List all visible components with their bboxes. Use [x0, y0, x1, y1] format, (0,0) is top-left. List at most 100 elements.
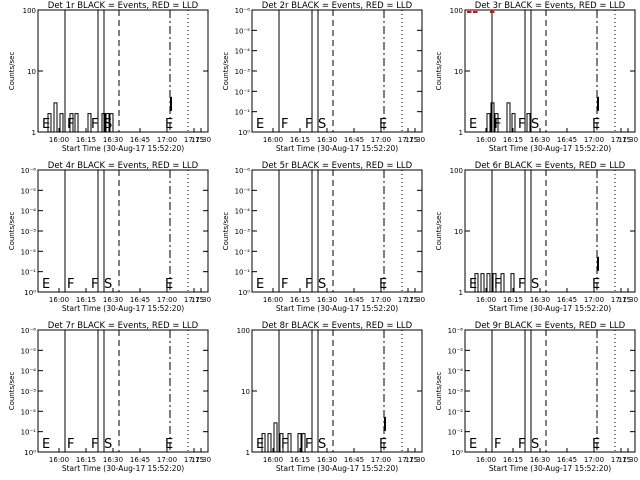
plot-frame	[251, 9, 423, 133]
y-tick-label: 10⁻²	[21, 408, 37, 416]
plot-frame	[464, 329, 636, 453]
y-tick-label: 10⁻⁵	[448, 347, 464, 355]
y-tick-label: 1	[459, 289, 463, 297]
y-tick-label: 10	[241, 388, 250, 396]
event-letter-s: S	[531, 117, 539, 132]
x-tick-label: 17:00	[157, 136, 177, 144]
event-letter-f: F	[67, 277, 74, 292]
y-tick-label: 10⁻⁴	[235, 48, 251, 56]
y-tick-label: 10⁻⁶	[21, 167, 37, 175]
x-tick-label: 17:30	[405, 456, 425, 464]
x-tick-label: 16:00	[263, 456, 283, 464]
y-tick-label: 100	[237, 327, 250, 335]
y-axis-label: Counts/sec	[8, 212, 16, 251]
y-tick-label: 10⁰	[238, 129, 250, 137]
events-trace	[486, 102, 531, 132]
y-axis-label: Counts/sec	[8, 52, 16, 91]
x-tick-label: 17:15	[398, 456, 418, 464]
event-letter-e: E	[379, 117, 387, 132]
y-tick-label: 10⁰	[24, 449, 36, 457]
x-tick-label: 16:15	[76, 456, 96, 464]
y-tick-label: 10⁻⁴	[448, 368, 464, 376]
x-tick-label: 16:00	[476, 456, 496, 464]
y-tick-label: 10⁻²	[235, 88, 251, 96]
x-tick-label: 16:30	[103, 296, 123, 304]
y-tick-label: 10⁻⁵	[21, 187, 37, 195]
chart-title: Det 3r BLACK = Events, RED = LLD	[475, 1, 626, 11]
x-tick-label: 17:30	[618, 296, 638, 304]
y-axis-label: Counts/sec	[435, 212, 443, 251]
y-axis-label: Counts/sec	[8, 372, 16, 411]
x-tick-label: 17:00	[157, 456, 177, 464]
x-tick-label: 17:30	[191, 456, 211, 464]
chart-title: Det 7r BLACK = Events, RED = LLD	[48, 321, 199, 331]
x-tick-label: 16:45	[557, 136, 577, 144]
y-axis-label: Counts/sec	[222, 52, 230, 91]
event-letter-f: F	[518, 437, 525, 452]
x-tick-label: 17:00	[584, 136, 604, 144]
event-letter-f: F	[281, 277, 288, 292]
y-tick-label: 10⁻⁴	[21, 208, 37, 216]
x-tick-label: 16:45	[130, 296, 150, 304]
y-tick-label: 10⁻⁶	[235, 167, 251, 175]
y-tick-label: 10⁻⁴	[21, 368, 37, 376]
x-tick-label: 17:15	[184, 136, 204, 144]
x-tick-label: 17:00	[157, 296, 177, 304]
event-letter-e: E	[592, 437, 600, 452]
event-letter-f: F	[518, 117, 525, 132]
x-tick-label: 16:30	[530, 136, 550, 144]
y-tick-label: 10⁰	[238, 289, 250, 297]
event-letter-e: E	[42, 117, 50, 132]
events-trace	[261, 422, 306, 452]
x-tick-label: 16:00	[49, 456, 69, 464]
y-tick-label: 10⁻³	[235, 228, 251, 236]
panel-det-1: Det 1r BLACK = Events, RED = LLD 1 10 100 Co…	[8, 1, 211, 153]
y-axis-label: Counts/sec	[222, 212, 230, 251]
x-axis-label: Start Time (30-Aug-17 15:52:20)	[62, 304, 184, 313]
y-tick-label: 10⁻⁶	[448, 327, 464, 335]
x-axis-label: Start Time (30-Aug-17 15:52:20)	[62, 144, 184, 153]
event-letter-e: E	[42, 277, 50, 292]
event-letter-e: E	[165, 437, 173, 452]
y-tick-label: 10	[454, 228, 463, 236]
x-tick-label: 16:15	[76, 296, 96, 304]
chart-title: Det 1r BLACK = Events, RED = LLD	[48, 1, 199, 11]
event-letter-e: E	[379, 277, 387, 292]
events-trace	[474, 273, 515, 292]
event-letter-e: E	[256, 277, 264, 292]
x-tick-label: 16:30	[530, 456, 550, 464]
x-tick-label: 16:00	[476, 296, 496, 304]
plot-frame	[251, 169, 423, 293]
y-tick-label: 10⁻⁶	[21, 327, 37, 335]
event-letter-e: E	[256, 117, 264, 132]
x-tick-label: 16:15	[503, 296, 523, 304]
event-letter-s: S	[318, 277, 326, 292]
x-tick-label: 16:15	[290, 136, 310, 144]
x-axis-label: Start Time (30-Aug-17 15:52:20)	[62, 464, 184, 473]
event-letter-e: E	[469, 437, 477, 452]
event-letter-f: F	[91, 277, 98, 292]
y-tick-label: 1	[459, 129, 463, 137]
x-tick-label: 17:00	[371, 296, 391, 304]
event-letter-s: S	[531, 437, 539, 452]
x-tick-label: 16:45	[130, 456, 150, 464]
x-axis-label: Start Time (30-Aug-17 15:52:20)	[489, 304, 611, 313]
y-tick-label: 10⁻²	[21, 248, 37, 256]
event-letter-e: E	[165, 117, 173, 132]
chart-title: Det 2r BLACK = Events, RED = LLD	[262, 1, 413, 11]
panel-det-4: Det 4r BLACK = Events, RED = LLD 10⁰ 10⁻¹ 1…	[8, 161, 211, 313]
x-tick-label: 16:15	[503, 136, 523, 144]
x-tick-label: 17:15	[398, 136, 418, 144]
x-tick-label: 17:30	[191, 136, 211, 144]
event-letter-e: E	[256, 437, 264, 452]
x-tick-label: 16:45	[344, 136, 364, 144]
y-tick-label: 10	[454, 68, 463, 76]
x-tick-label: 16:00	[263, 296, 283, 304]
event-letter-f: F	[305, 277, 312, 292]
y-tick-label: 10⁻²	[235, 248, 251, 256]
x-axis-label: Start Time (30-Aug-17 15:52:20)	[276, 304, 398, 313]
y-tick-label: 10⁻⁵	[235, 27, 251, 35]
chart-title: Det 4r BLACK = Events, RED = LLD	[48, 161, 199, 171]
panel-det-5: Det 5r BLACK = Events, RED = LLD 10⁰ 10⁻¹ 1…	[222, 161, 425, 313]
